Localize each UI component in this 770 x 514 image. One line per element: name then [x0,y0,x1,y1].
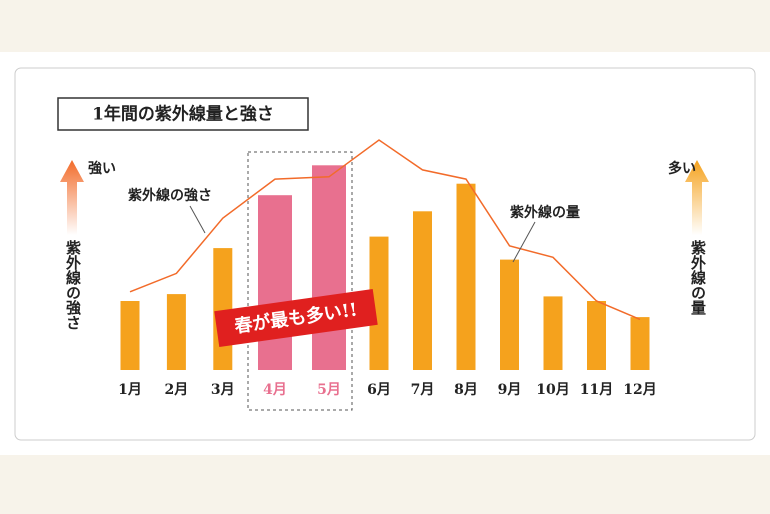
x-tick-label: 6月 [367,382,391,398]
right-arrow-label: 多い [668,160,696,177]
leader-line [189,205,206,234]
x-tick-label: 9月 [498,382,522,398]
x-tick-label: 2月 [165,382,189,398]
line-annotation: 紫外線の強さ [128,187,212,204]
bar [213,248,233,370]
bar-annotation: 紫外線の量 [510,204,580,221]
bar [166,294,186,370]
chart-title: 1年間の紫外線量と強さ [92,104,274,125]
x-tick-label: 12月 [623,382,656,398]
x-tick-label: 7月 [411,382,435,398]
x-tick-label: 3月 [211,382,235,398]
bar [587,301,606,370]
x-tick-label: 1月 [118,382,142,398]
badge-bg [214,289,378,347]
bar [500,259,519,370]
bar [312,165,346,370]
highlight-box [247,151,353,411]
leader-line [512,221,536,263]
bar [258,195,292,370]
bar [630,317,650,370]
x-tick-label: 11月 [580,382,613,398]
x-tick-label: 10月 [536,382,569,398]
bar [456,183,476,370]
x-tick-label: 8月 [454,382,478,398]
left-arrow-label: 強い [88,160,116,177]
right-arrow [685,160,709,235]
title-box [57,97,309,131]
line [129,139,641,321]
left-axis-label: 紫外線の強さ [64,240,82,330]
bar [369,236,389,370]
x-tick-label: 4月 [263,382,287,398]
x-tick-label: 5月 [317,382,341,398]
bar [413,211,432,370]
bar [543,296,563,370]
bar [120,301,140,370]
left-arrow [60,160,84,235]
right-axis-label: 紫外線の量 [689,240,707,315]
